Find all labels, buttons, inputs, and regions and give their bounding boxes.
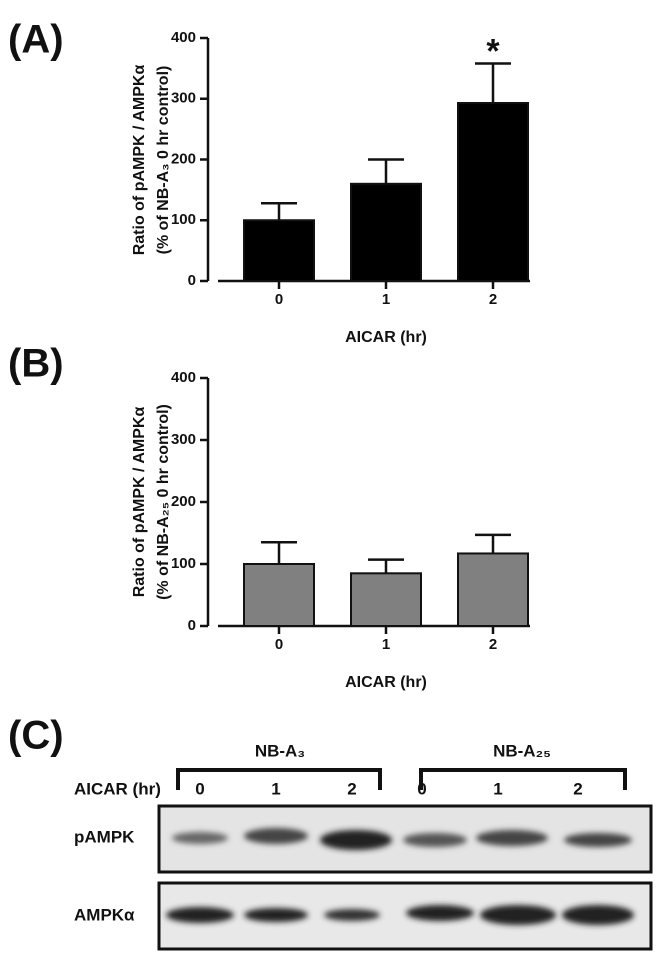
error-bar (261, 541, 297, 564)
error-bar (368, 158, 404, 184)
x-tick-label: 2 (489, 636, 497, 653)
panel-label: (C) (8, 714, 64, 758)
row-label: pAMPK (74, 827, 135, 846)
error-bar (261, 201, 297, 221)
bracket (176, 768, 382, 790)
y-axis-label: (% of NB-A₂₅ 0 hr control) (155, 404, 172, 600)
bar (457, 102, 529, 282)
error-bar (475, 62, 511, 104)
bands (166, 828, 634, 925)
y-axis-label: (% of NB-A₃ 0 hr control) (155, 66, 172, 255)
bar (243, 219, 315, 282)
bar (350, 182, 422, 282)
y-tick-label: 300 (171, 431, 196, 448)
y-tick-label: 100 (171, 211, 196, 228)
group-label: NB-A₂₅ (493, 741, 551, 760)
lane-label: 1 (493, 779, 502, 798)
y-tick-label: 200 (171, 150, 196, 167)
bar (243, 563, 315, 627)
y-tick-label: 0 (188, 272, 196, 289)
lane-label: 1 (271, 779, 280, 798)
bracket (419, 768, 627, 790)
lane-label: 0 (195, 779, 204, 798)
row-label: AMPKα (74, 905, 135, 924)
y-tick-label: 200 (171, 493, 196, 510)
y-tick-label: 0 (188, 617, 196, 634)
x-tick-label: 0 (275, 636, 283, 653)
error-bar (368, 558, 404, 574)
lane-label: 2 (347, 779, 356, 798)
y-axis-label: Ratio of pAMPK / AMPKα (131, 65, 148, 256)
x-axis-label: AICAR (hr) (345, 329, 427, 346)
y-tick-label: 400 (171, 369, 196, 386)
error-bar (475, 533, 511, 554)
bar (457, 552, 529, 628)
y-axis-label: Ratio of pAMPK / AMPKα (131, 407, 148, 598)
lane-label: 2 (573, 779, 582, 798)
group-label: NB-A₃ (255, 741, 305, 760)
panel-label: (B) (8, 342, 64, 386)
panel-label: (A) (8, 18, 64, 62)
treatment-label: AICAR (hr) (74, 779, 161, 798)
bar (350, 572, 422, 627)
annotation: * (486, 32, 500, 70)
x-axis-label: AICAR (hr) (345, 674, 427, 691)
lane-label: 0 (417, 779, 426, 798)
x-tick-label: 1 (382, 636, 390, 653)
x-tick-label: 0 (275, 291, 283, 308)
y-tick-label: 300 (171, 90, 196, 107)
y-tick-label: 400 (171, 29, 196, 46)
x-tick-label: 1 (382, 291, 390, 308)
y-tick-label: 100 (171, 555, 196, 572)
x-tick-label: 2 (489, 291, 497, 308)
